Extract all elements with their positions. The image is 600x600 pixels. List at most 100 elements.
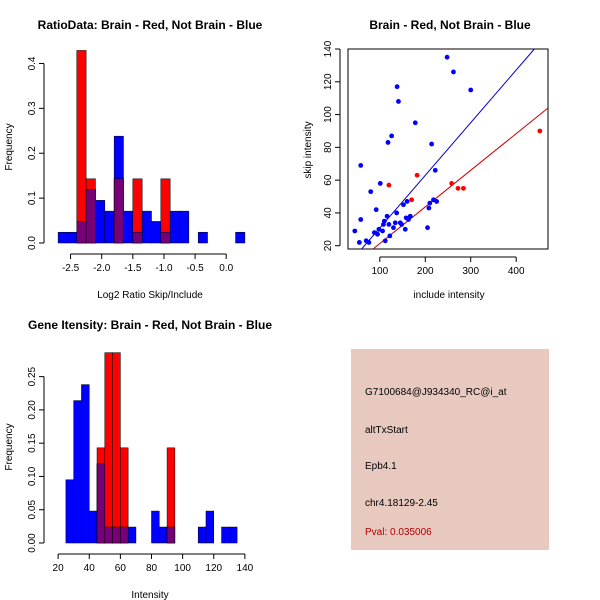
scatter-point-not-brain	[381, 218, 387, 224]
scatter-point-not-brain	[382, 238, 388, 244]
intensity-histogram-x-tick-label: 20	[53, 563, 65, 574]
intensity-histogram-bar-not-brain	[205, 510, 215, 544]
intensity-histogram-bar-not-brain	[151, 510, 160, 544]
intensity-histogram-bar-not-brain	[65, 479, 74, 544]
intensity-histogram-bar-overlap	[166, 526, 176, 544]
scatter-point-not-brain	[392, 220, 398, 226]
scatter-point-not-brain	[358, 162, 364, 168]
intensity-histogram-bar-not-brain	[221, 526, 230, 544]
ratio-histogram-x-tick-label: -2.0	[93, 263, 111, 274]
intensity-histogram-bar-not-brain	[88, 510, 98, 544]
intensity-scatter-panel: Brain - Red, Not Brain - Blue include in…	[303, 18, 549, 301]
scatter-y-tick-label: 60	[323, 174, 334, 186]
ratio-histogram-bar-brain	[76, 50, 87, 244]
scatter-point-not-brain	[451, 69, 456, 75]
ratio-histogram-y-tick-label: 0.2	[27, 146, 38, 160]
ratio-histogram-xlabel: Log2 Ratio Skip/Include	[97, 290, 203, 301]
ratio-histogram-y-tick-label: 0.0	[27, 236, 38, 250]
scatter-point-not-brain	[404, 199, 410, 204]
scatter-point-not-brain	[394, 84, 400, 90]
scatter-point-not-brain	[401, 202, 406, 208]
scatter-title: Brain - Red, Not Brain - Blue	[369, 18, 531, 32]
intensity-histogram-bar-not-brain	[73, 400, 82, 544]
scatter-y-tick-label: 120	[323, 73, 334, 90]
intensity-histogram-bar-overlap	[104, 526, 113, 544]
scatter-point-not-brain	[399, 222, 405, 227]
ratio-histogram-ylabel: Frequency	[4, 123, 15, 170]
scatter-fit-line-brain	[372, 107, 549, 250]
scatter-fit-line-not-brain	[361, 48, 535, 250]
scatter-point-not-brain	[444, 54, 450, 60]
intensity-histogram-bars	[65, 352, 238, 544]
scatter-fit-lines	[361, 48, 549, 250]
intensity-histogram-bar-brain	[112, 352, 121, 544]
scatter-point-not-brain	[391, 225, 396, 231]
scatter-point-not-brain	[358, 217, 364, 222]
intensity-histogram-bar-not-brain	[159, 526, 168, 544]
ratio-histogram-x-tick-label: -1.5	[124, 263, 142, 274]
scatter-point-not-brain	[426, 205, 432, 211]
scatter-x-tick-label: 400	[508, 266, 525, 277]
ratio-histogram-bar-overlap	[160, 231, 171, 244]
intensity-histogram-bar-overlap	[120, 526, 129, 544]
scatter-x-axis: 100 200 300 400	[371, 256, 525, 277]
ratio-histogram-title: RatioData: Brain - Red, Not Brain - Blue	[38, 18, 263, 32]
scatter-y-tick-label: 80	[323, 141, 334, 153]
ratio-histogram-x-tick-label: -0.5	[186, 263, 204, 274]
ratio-histogram-bar-not-brain	[151, 221, 162, 244]
scatter-point-not-brain	[384, 213, 390, 219]
scatter-ylabel: skip intensity	[303, 121, 314, 178]
scatter-point-not-brain	[468, 87, 474, 93]
scatter-point-brain	[455, 185, 461, 191]
ratio-histogram-x-tick-label: 0.0	[219, 263, 233, 274]
scatter-point-not-brain	[396, 99, 401, 104]
intensity-histogram-bar-not-brain	[229, 526, 238, 544]
ratio-histogram-bar-not-brain	[169, 210, 180, 244]
intensity-histogram-x-tick-label: 120	[205, 563, 222, 574]
scatter-point-not-brain	[376, 226, 382, 232]
intensity-histogram-y-axis: 0.00 0.05 0.10 0.15 0.20 0.25	[27, 366, 45, 553]
scatter-point-not-brain	[412, 120, 418, 126]
scatter-point-not-brain	[385, 140, 391, 145]
scatter-point-not-brain	[425, 225, 430, 231]
scatter-y-tick-label: 140	[323, 40, 334, 57]
ratio-histogram-bar-not-brain	[67, 231, 78, 244]
ratio-histogram-bars	[57, 50, 246, 244]
scatter-point-not-brain	[432, 167, 438, 173]
ratio-histogram-bar-overlap	[113, 178, 124, 244]
pval-text: Pval: 0.035006	[365, 527, 432, 538]
scatter-point-not-brain	[366, 240, 372, 245]
ratio-histogram-x-tick-label: -2.5	[62, 263, 80, 274]
intensity-histogram-bar-not-brain	[127, 526, 137, 544]
ratio-histogram-bar-not-brain	[57, 231, 68, 244]
scatter-y-axis: 20 40 60 80 100 120 140	[323, 40, 341, 251]
scatter-point-brain	[449, 181, 455, 186]
intensity-histogram-y-tick-label: 0.05	[27, 500, 38, 520]
intensity-histogram-bar-not-brain	[197, 526, 207, 544]
ratio-histogram-bar-overlap	[132, 231, 143, 244]
ratio-histogram-y-tick-label: 0.1	[27, 191, 38, 205]
scatter-point-brain	[409, 197, 415, 203]
ratio-histogram-bar-not-brain	[141, 210, 152, 244]
scatter-point-not-brain	[356, 240, 362, 245]
scatter-point-brain	[414, 172, 420, 178]
probe-info-panel: G7100684@J934340_RC@i_at altTxStart Epb4…	[351, 349, 549, 550]
intensity-histogram-y-tick-label: 0.10	[27, 466, 38, 486]
scatter-x-tick-label: 300	[462, 266, 479, 277]
scatter-y-tick-label: 40	[323, 207, 334, 219]
scatter-point-not-brain	[386, 222, 392, 227]
ratio-histogram-panel: RatioData: Brain - Red, Not Brain - Blue…	[4, 18, 263, 301]
scatter-x-tick-label: 100	[371, 266, 388, 277]
gene-name-text: Epb4.1	[365, 461, 397, 472]
scatter-point-not-brain	[352, 228, 358, 234]
scatter-point-not-brain	[402, 226, 408, 232]
scatter-point-not-brain	[434, 199, 440, 204]
scatter-point-not-brain	[377, 181, 383, 186]
scatter-point-not-brain	[427, 200, 433, 206]
ratio-histogram-y-tick-label: 0.4	[27, 56, 38, 70]
intensity-histogram-x-tick-label: 40	[84, 563, 96, 574]
ratio-histogram-bar-overlap	[85, 189, 96, 244]
scatter-point-not-brain	[429, 141, 435, 147]
intensity-histogram-y-tick-label: 0.15	[27, 433, 38, 453]
ratio-histogram-bar-not-brain	[235, 231, 246, 244]
